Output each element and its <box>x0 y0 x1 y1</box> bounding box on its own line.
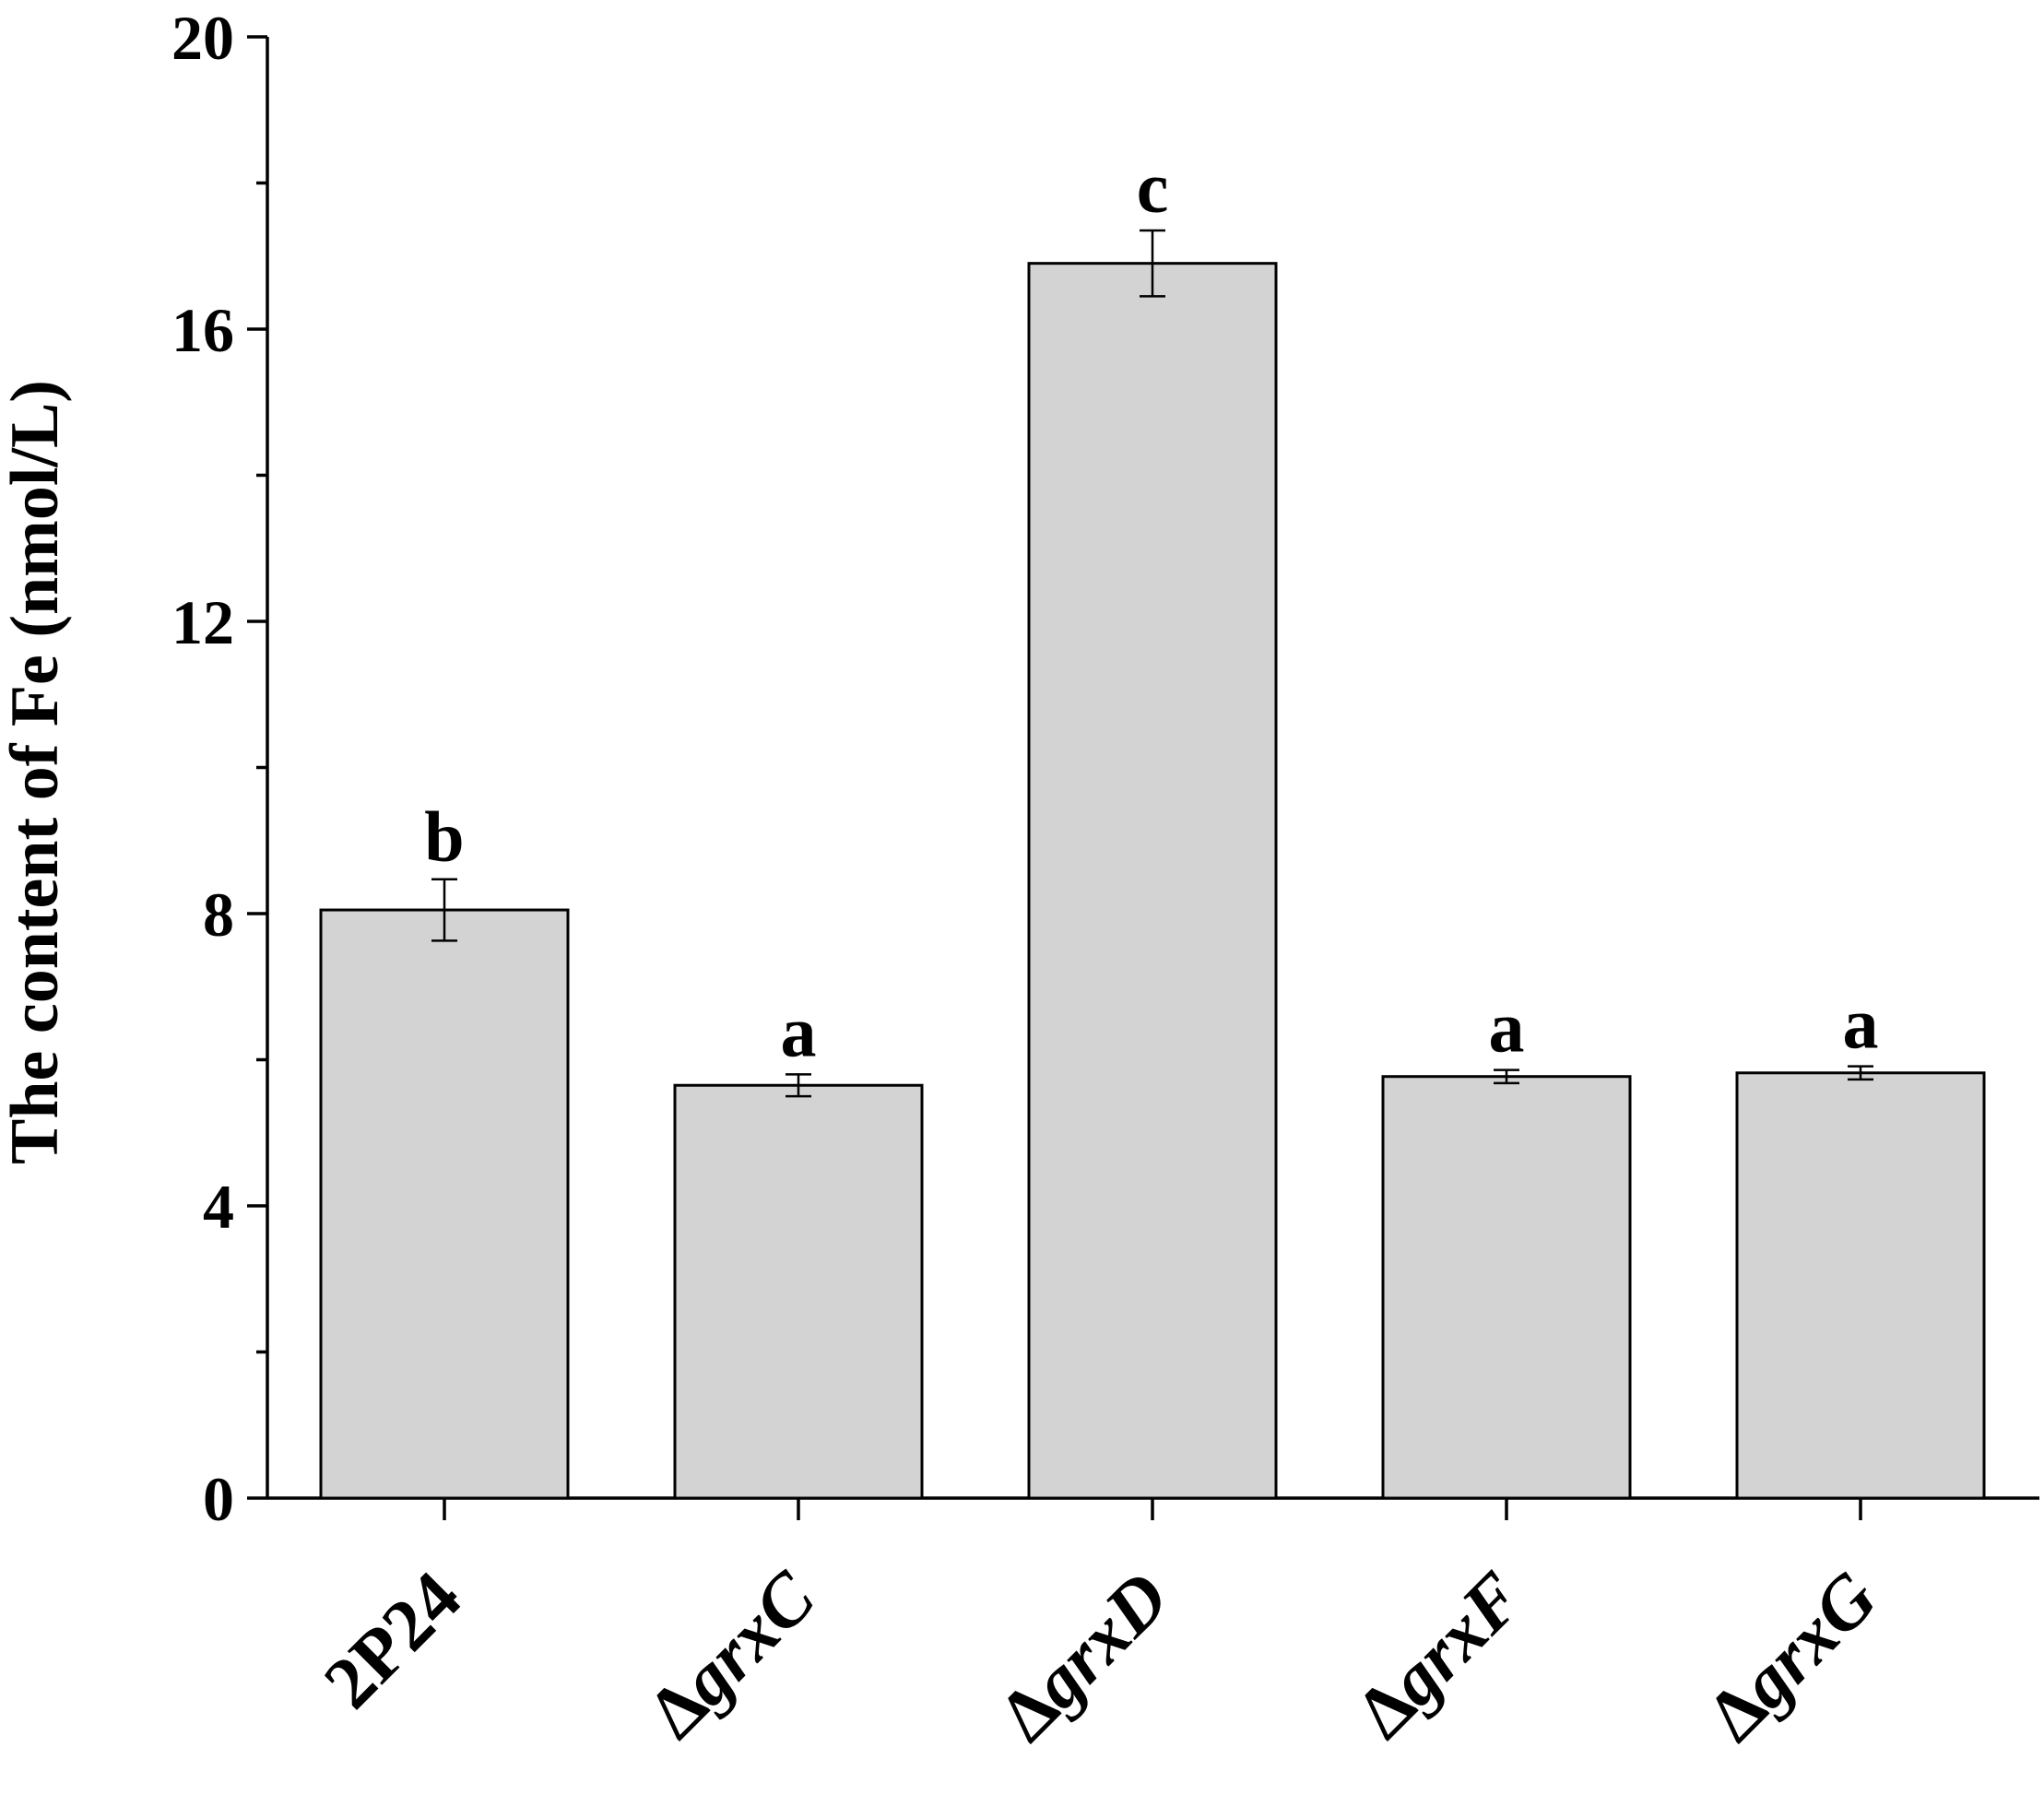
y-axis-label: The content of Fe (nmol/L) <box>0 380 73 1164</box>
y-tick-label: 0 <box>203 1464 234 1534</box>
bar <box>673 1083 924 1500</box>
y-tick-label: 12 <box>171 587 234 657</box>
bar <box>1735 1071 1986 1500</box>
error-bar <box>431 878 457 942</box>
significance-label: a <box>1489 987 1525 1068</box>
significance-label: a <box>781 991 817 1071</box>
significance-label: a <box>1843 984 1879 1064</box>
significance-label: b <box>424 797 464 877</box>
significance-label: c <box>1137 148 1169 228</box>
category-label: ΔgrxD <box>985 1557 1185 1757</box>
category-label: ΔgrxG <box>1693 1557 1893 1757</box>
y-axis: 0 4 8 12 16 20 <box>171 3 269 1534</box>
y-tick-label: 8 <box>203 879 234 950</box>
error-bar <box>1140 229 1165 298</box>
bar <box>1027 262 1278 1500</box>
bar <box>319 908 570 1500</box>
category-label: 2P24 <box>309 1557 477 1725</box>
bars <box>319 262 1986 1500</box>
x-axis <box>267 1496 2039 1520</box>
category-label: ΔgrxC <box>633 1555 832 1753</box>
error-bar <box>786 1073 811 1098</box>
category-labels: 2P24 ΔgrxC ΔgrxD ΔgrxF ΔgrxG <box>309 1555 1893 1756</box>
error-bar <box>1494 1068 1519 1085</box>
significance-labels: b a c a a <box>424 148 1878 1071</box>
category-label: ΔgrxF <box>1341 1557 1539 1754</box>
y-tick-label: 20 <box>171 3 234 73</box>
y-tick-label: 4 <box>203 1172 234 1242</box>
y-tick-label: 16 <box>171 295 234 365</box>
error-bar <box>1848 1065 1873 1081</box>
bar <box>1381 1075 1632 1500</box>
error-bars <box>431 229 1873 1098</box>
